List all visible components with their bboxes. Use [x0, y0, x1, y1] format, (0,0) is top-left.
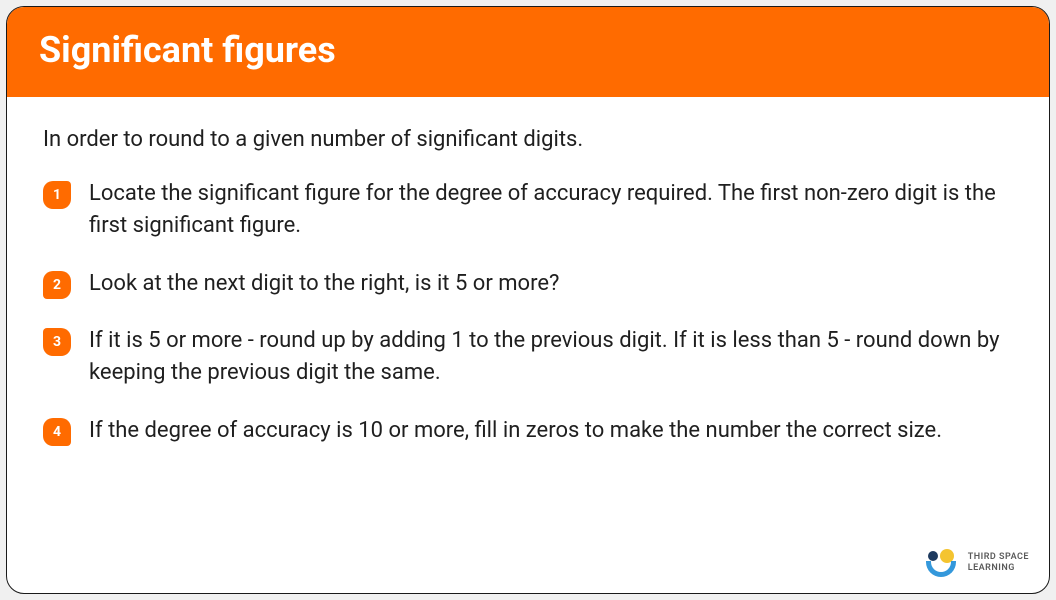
- brand-logo: THIRD SPACE LEARNING: [924, 549, 1029, 577]
- step-item: 1 Locate the significant figure for the …: [43, 178, 1013, 242]
- logo-mark-icon: [924, 549, 960, 577]
- card-content: In order to round to a given number of s…: [7, 97, 1049, 593]
- info-card: Significant figures In order to round to…: [6, 6, 1050, 594]
- card-title: Significant figures: [39, 29, 1017, 71]
- logo-text: THIRD SPACE LEARNING: [968, 552, 1029, 574]
- step-text: If it is 5 or more - round up by adding …: [89, 325, 1013, 389]
- step-item: 4 If the degree of accuracy is 10 or mor…: [43, 415, 1013, 447]
- step-item: 3 If it is 5 or more - round up by addin…: [43, 325, 1013, 389]
- step-text: Locate the significant figure for the de…: [89, 178, 1013, 242]
- step-number-badge: 4: [43, 418, 71, 446]
- step-number-badge: 1: [43, 181, 71, 209]
- logo-line-2: LEARNING: [968, 563, 1029, 574]
- step-item: 2 Look at the next digit to the right, i…: [43, 268, 1013, 300]
- steps-list: 1 Locate the significant figure for the …: [43, 178, 1013, 447]
- logo-line-1: THIRD SPACE: [968, 552, 1029, 563]
- step-text: Look at the next digit to the right, is …: [89, 268, 559, 300]
- intro-text: In order to round to a given number of s…: [43, 125, 1013, 156]
- step-number-badge: 2: [43, 271, 71, 299]
- card-header: Significant figures: [7, 7, 1049, 97]
- step-number-badge: 3: [43, 328, 71, 356]
- step-text: If the degree of accuracy is 10 or more,…: [89, 415, 942, 447]
